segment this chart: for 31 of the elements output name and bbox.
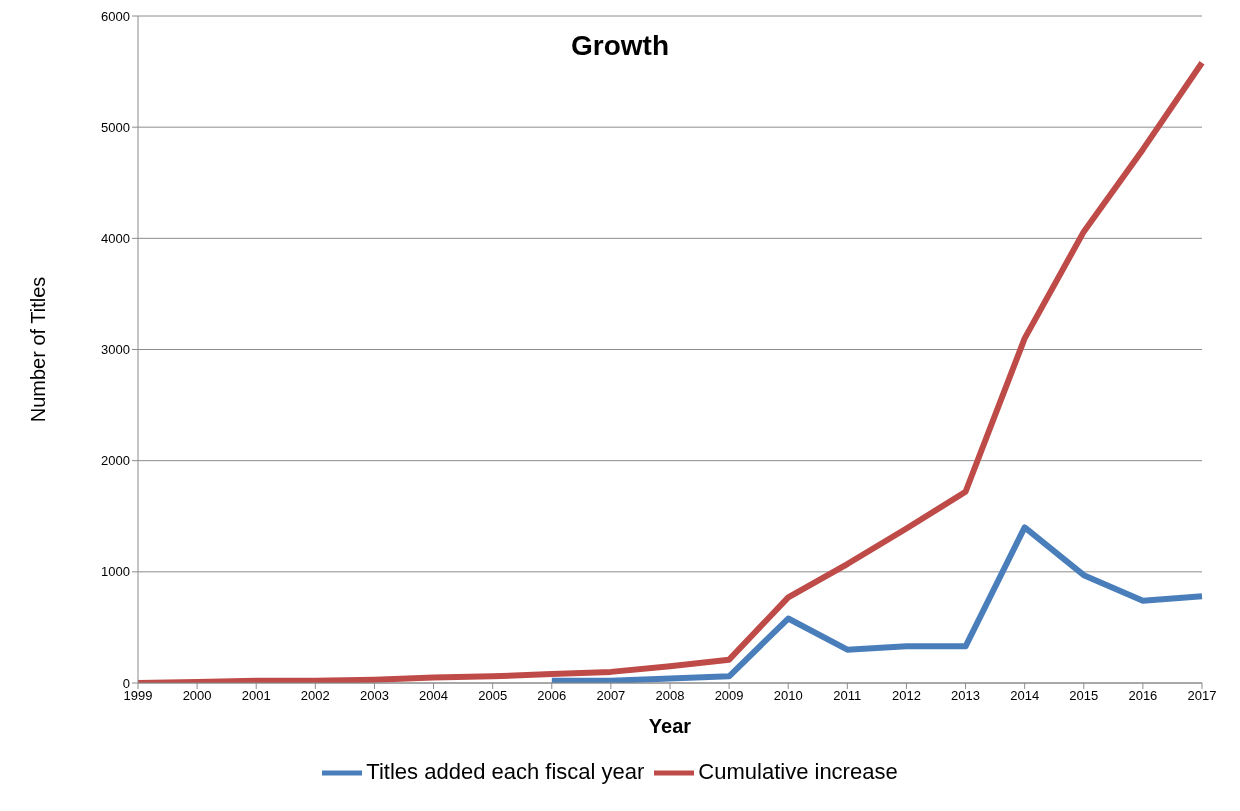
x-tick-label: 2012: [891, 688, 921, 704]
x-tick-label: 2001: [241, 688, 271, 704]
x-tick-label: 2003: [359, 688, 389, 704]
text: Growth: [570, 30, 670, 62]
x-tick-label: 2002: [300, 688, 330, 704]
x-tick-label: 2011: [833, 688, 862, 704]
y-tick-label: 6000: [101, 8, 130, 24]
legend-label: Titles added each fiscal year: [366, 758, 645, 784]
x-axis-title: Year: [648, 715, 692, 737]
y-tick-label: 2000: [101, 453, 130, 469]
x-tick-label: 2007: [596, 688, 626, 704]
y-tick-label: 4000: [101, 230, 130, 246]
x-tick-label: 2006: [537, 688, 567, 704]
x-tick-label: 2008: [655, 688, 685, 704]
x-tick-label: 2004: [419, 688, 449, 704]
y-tick-label: 3000: [101, 342, 130, 358]
x-tick-label: 2000: [182, 688, 212, 704]
x-tick-label: 2013: [951, 688, 981, 704]
y-tick-label: 1000: [101, 564, 130, 580]
x-tick-label: 2010: [773, 688, 803, 704]
y-tick-label: 0: [122, 675, 130, 691]
x-tick-label: 2017: [1187, 688, 1217, 704]
x-tick-label: 2009: [714, 688, 744, 704]
y-axis-title: Number of Titles: [27, 276, 50, 423]
x-tick-label: 2016: [1128, 688, 1158, 704]
x-tick-label: 1999: [123, 688, 153, 704]
x-tick-label: 2015: [1069, 688, 1099, 704]
y-tick-label: 5000: [101, 119, 130, 135]
x-tick-label: 2014: [1010, 688, 1040, 704]
x-tick-label: 2005: [478, 688, 508, 704]
legend-label: Cumulative increase: [698, 758, 898, 784]
